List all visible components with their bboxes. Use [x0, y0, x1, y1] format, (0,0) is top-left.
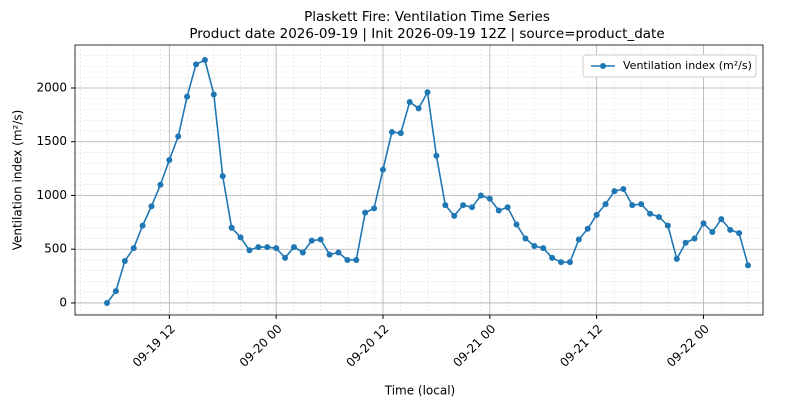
x-axis-label: Time (local) [384, 384, 456, 398]
data-point [415, 105, 422, 112]
y-tick-label: 500 [44, 242, 67, 256]
data-point [219, 173, 226, 180]
data-point [326, 251, 333, 258]
data-point [282, 254, 289, 261]
y-tick-label: 1000 [36, 188, 67, 202]
data-point [558, 259, 565, 266]
data-point [353, 256, 360, 263]
data-point [379, 166, 386, 173]
data-point [433, 152, 440, 159]
data-point [184, 93, 191, 100]
data-point [104, 299, 110, 306]
data-point [148, 203, 155, 210]
x-tick-label: 09-22 00 [664, 322, 712, 370]
x-tick-label: 09-19 12 [130, 322, 178, 370]
data-point [193, 61, 200, 68]
data-point [139, 222, 146, 229]
data-point [469, 204, 476, 211]
data-point [344, 256, 351, 263]
data-point [513, 221, 520, 228]
data-point [362, 209, 369, 216]
x-tick-label: 09-21 00 [450, 322, 498, 370]
data-point [451, 212, 458, 219]
data-point [371, 205, 378, 212]
x-tick-label: 09-21 12 [557, 322, 605, 370]
data-point [566, 259, 573, 266]
data-point [388, 129, 395, 136]
data-point [620, 186, 627, 193]
data-point [228, 224, 235, 231]
data-point [673, 255, 680, 262]
data-point [237, 234, 244, 241]
data-point [317, 236, 324, 243]
y-tick-label: 0 [59, 295, 67, 309]
data-point [691, 235, 698, 242]
data-point [727, 226, 734, 233]
data-point [397, 130, 404, 137]
data-point [575, 236, 582, 243]
data-point [406, 98, 413, 105]
data-point [201, 57, 208, 64]
chart-subtitle: Product date 2026-09-19 | Init 2026-09-1… [189, 26, 664, 42]
data-point [477, 192, 484, 199]
data-point [121, 258, 128, 265]
data-point [157, 181, 164, 188]
data-point [736, 230, 743, 237]
data-point [682, 239, 689, 246]
data-point [540, 245, 547, 252]
data-point [584, 225, 591, 232]
data-point [745, 262, 751, 269]
data-point [700, 220, 707, 227]
data-point [460, 202, 467, 209]
data-point [718, 216, 725, 223]
data-point [647, 210, 654, 217]
data-point [210, 91, 217, 98]
data-point [638, 201, 645, 208]
data-point [442, 202, 449, 209]
data-point [290, 244, 297, 251]
data-point [495, 207, 502, 214]
data-point [246, 247, 253, 254]
data-point [655, 213, 662, 220]
data-point [273, 245, 280, 252]
legend-label: Ventilation index (m²/s) [623, 59, 752, 72]
data-point [549, 254, 556, 261]
data-point [486, 195, 493, 202]
data-point [504, 204, 511, 211]
y-tick-label: 2000 [36, 80, 67, 94]
data-point [112, 288, 119, 295]
data-point [166, 157, 173, 164]
data-point [664, 222, 671, 229]
data-point [130, 245, 137, 252]
x-tick-label: 09-20 00 [237, 322, 285, 370]
data-point [531, 242, 538, 249]
chart-title: Plaskett Fire: Ventilation Time Series [304, 9, 550, 25]
data-point [175, 133, 182, 140]
data-point [299, 249, 306, 256]
data-point [255, 244, 262, 251]
plot-frame [74, 44, 764, 316]
y-axis-label: Ventilation index (m²/s) [11, 110, 25, 251]
data-point [308, 237, 315, 244]
legend-marker [600, 63, 606, 69]
data-point [629, 202, 636, 209]
data-point [709, 229, 716, 236]
data-point [611, 188, 618, 195]
x-tick-label: 09-20 12 [344, 322, 392, 370]
data-point [593, 211, 600, 218]
data-point [335, 249, 342, 256]
data-point [522, 235, 529, 242]
data-point [602, 201, 609, 208]
y-tick-label: 1500 [36, 134, 67, 148]
data-point [424, 89, 431, 96]
data-point [264, 244, 271, 251]
legend-box [582, 54, 757, 78]
